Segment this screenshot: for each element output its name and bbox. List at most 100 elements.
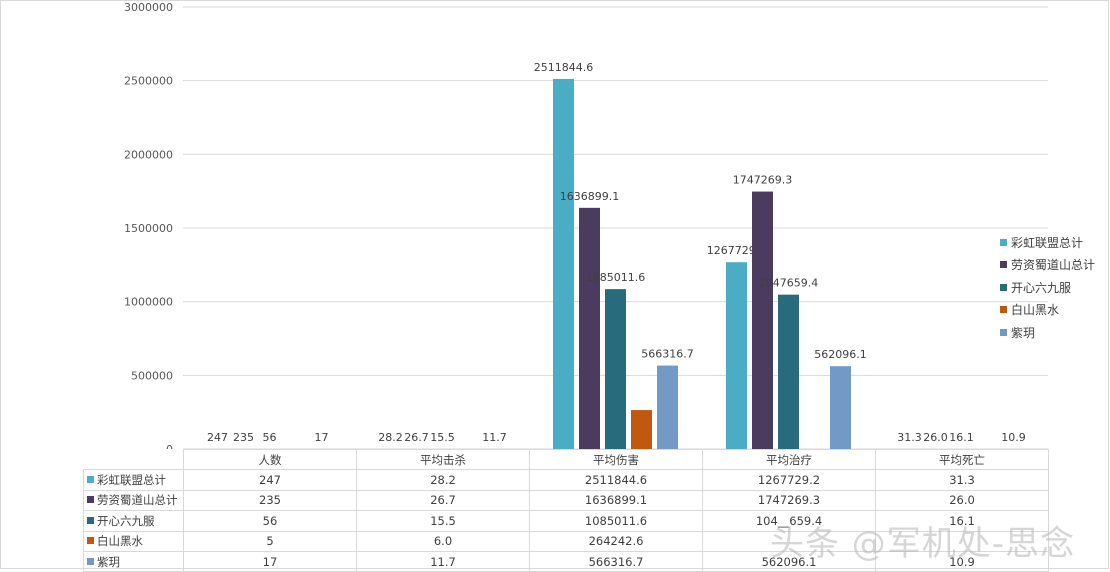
- table-series-name: 彩虹联盟总计: [97, 473, 166, 488]
- legend-label: 开心六九服: [1011, 280, 1072, 295]
- bar: [778, 294, 799, 449]
- table-cell: [702, 530, 876, 552]
- table-series-swatch: [87, 516, 94, 524]
- table-cell: 15.5: [356, 510, 530, 532]
- table-cell: 247: [183, 469, 357, 491]
- table-row: 紫玥 17 11.7 566316.7 562096.1 10.9: [83, 550, 1049, 572]
- table-cell: 10.9: [875, 550, 1049, 572]
- bar: [830, 366, 851, 449]
- table-cell: [875, 530, 1049, 552]
- bar: [605, 289, 626, 449]
- data-label: 10.9: [1001, 431, 1026, 444]
- legend-label: 彩虹联盟总计: [1011, 235, 1084, 250]
- table-cell: 104__659.4: [702, 510, 876, 532]
- data-label: 31.3: [897, 431, 922, 444]
- table-corner-cell: [83, 449, 184, 471]
- table-series-cell: 紫玥: [83, 550, 184, 572]
- table-row: 彩虹联盟总计 247 28.2 2511844.6 1267729.2 31.3: [83, 469, 1049, 491]
- bar: [579, 207, 600, 449]
- table-cell: 17: [183, 550, 357, 572]
- table-cell: 1747269.3: [702, 489, 876, 512]
- data-label: 1267729.2: [707, 244, 767, 257]
- legend-swatch: [1000, 261, 1007, 269]
- data-label: 235: [233, 431, 254, 444]
- bar: [752, 191, 773, 450]
- table-series-cell: 劳资蜀道山总计: [83, 489, 184, 512]
- table-cell: 2511844.6: [529, 469, 703, 491]
- table-row: 白山黑水 5 6.0 264242.6: [83, 530, 1049, 552]
- table-cell: 26.0: [875, 489, 1049, 512]
- table-cell: 28.2: [356, 469, 530, 491]
- table-row: 开心六九服 56 15.5 1085011.6 104__659.4 16.1: [83, 510, 1049, 532]
- table-series-swatch: [87, 557, 94, 565]
- data-label: 2511844.6: [534, 61, 594, 74]
- y-tick-label: 1500000: [124, 222, 173, 235]
- table-series-name: 紫玥: [97, 554, 120, 569]
- y-tick-label: 2500000: [124, 75, 173, 88]
- data-label: 11.7: [482, 431, 507, 444]
- y-tick-label: 3000000: [124, 1, 173, 14]
- bar: [631, 410, 652, 449]
- legend-swatch: [1000, 283, 1007, 291]
- data-label: 1085011.6: [586, 271, 646, 284]
- legend: 彩虹联盟总计 劳资蜀道山总计 开心六九服白山黑水紫玥: [1000, 231, 1104, 344]
- table-header-cell: 平均治疗: [702, 448, 876, 471]
- table-row: 劳资蜀道山总计 235 26.7 1636899.1 1747269.3 26.0: [83, 489, 1049, 512]
- table-cell: 6.0: [356, 530, 530, 552]
- data-label: 1047659.4: [759, 277, 819, 290]
- legend-swatch: [1000, 238, 1007, 246]
- legend-item: 白山黑水: [1000, 299, 1104, 322]
- data-label: 16.1: [949, 431, 974, 444]
- table-series-cell: 彩虹联盟总计: [83, 469, 184, 491]
- legend-swatch: [1000, 328, 1007, 336]
- y-tick-label: 1000000: [124, 296, 173, 309]
- table-header-cell: 平均击杀: [356, 448, 530, 471]
- table-cell: 1267729.2: [702, 469, 876, 491]
- table-series-swatch: [87, 537, 94, 545]
- data-label: 1747269.3: [733, 174, 793, 187]
- table-series-cell: 白山黑水: [83, 530, 184, 552]
- data-label: 1636899.1: [560, 190, 620, 203]
- table-cell: 56: [183, 510, 357, 532]
- data-table: 人数 平均击杀 平均伤害 平均治疗 平均死亡 彩虹联盟总计 247 28.2 2511…: [83, 448, 1049, 572]
- table-series-cell: 开心六九服: [83, 510, 184, 532]
- table-series-name: 白山黑水: [97, 534, 143, 549]
- data-label: 15.5: [430, 431, 455, 444]
- bar: [657, 365, 678, 449]
- y-tick-label: 2000000: [124, 148, 173, 161]
- table-series-name: 劳资蜀道山总计: [97, 493, 178, 508]
- table-series-swatch: [87, 496, 94, 504]
- data-label: 562096.1: [814, 348, 867, 361]
- table-cell: 566316.7: [529, 550, 703, 572]
- table-cell: 562096.1: [702, 550, 876, 572]
- bar: [553, 78, 574, 449]
- table-cell: 26.7: [356, 489, 530, 512]
- table-series-swatch: [87, 476, 94, 484]
- legend-swatch: [1000, 306, 1007, 314]
- y-tick-label: 500000: [131, 369, 173, 382]
- legend-item: 紫玥: [1000, 321, 1104, 344]
- legend-item: 开心六九服: [1000, 276, 1104, 299]
- legend-label: 劳资蜀道山总计: [1011, 258, 1096, 273]
- table-cell: 1636899.1: [529, 489, 703, 512]
- table-cell: 31.3: [875, 469, 1049, 491]
- table-cell: 264242.6: [529, 530, 703, 552]
- legend-item: 劳资蜀道山总计: [1000, 254, 1104, 277]
- legend-label: 紫玥: [1011, 325, 1036, 340]
- data-label: 247: [207, 431, 228, 444]
- data-label: 17: [315, 431, 329, 444]
- legend-item: 彩虹联盟总计: [1000, 231, 1104, 254]
- table-cell: 235: [183, 489, 357, 512]
- table-cell: 16.1: [875, 510, 1049, 532]
- table-header-cell: 平均伤害: [529, 448, 703, 471]
- data-label: 26.0: [923, 431, 948, 444]
- table-header-cell: 平均死亡: [875, 448, 1049, 471]
- table-series-name: 开心六九服: [97, 513, 155, 528]
- data-label: 26.7: [404, 431, 429, 444]
- table-header-row: 人数 平均击杀 平均伤害 平均治疗 平均死亡: [83, 448, 1049, 471]
- table-cell: 5: [183, 530, 357, 552]
- data-label: 56: [263, 431, 277, 444]
- bar: [726, 262, 747, 449]
- data-label: 28.2: [378, 431, 403, 444]
